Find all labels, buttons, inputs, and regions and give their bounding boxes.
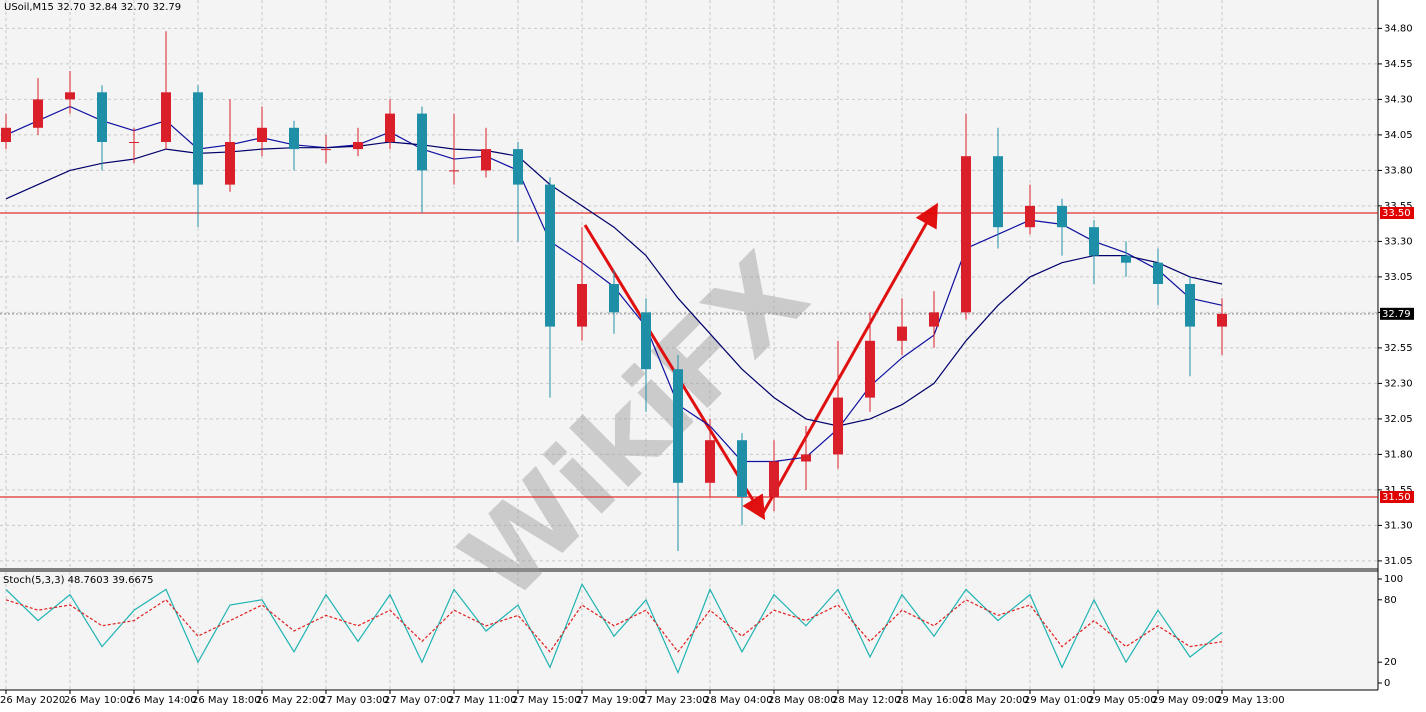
candle-body — [385, 113, 395, 142]
plot — [0, 0, 1378, 690]
y-tick-label: 100 — [1384, 574, 1403, 585]
last-price-label: 32.79 — [1382, 309, 1411, 320]
candle-body — [673, 369, 683, 483]
x-tick-label: 28 May 20:00 — [960, 695, 1029, 706]
stoch-line — [5, 599, 1223, 653]
candle-body — [1185, 284, 1195, 327]
candle-body — [449, 170, 459, 172]
candle-body — [1089, 227, 1099, 256]
candle-body — [705, 440, 715, 483]
x-tick-label: 26 May 22:00 — [256, 695, 325, 706]
level-tag — [1380, 207, 1414, 219]
candle-body — [833, 397, 843, 455]
x-tick-label: 27 May 07:00 — [384, 695, 453, 706]
x-tick-label: 29 May 09:00 — [1152, 695, 1221, 706]
candle-body — [33, 99, 43, 128]
candle-body — [417, 113, 427, 171]
candle-body — [577, 284, 587, 327]
candle-body — [289, 127, 299, 150]
moving-average — [5, 141, 1223, 427]
y-tick-label: 34.80 — [1384, 23, 1413, 34]
x-tick-label: 28 May 08:00 — [768, 695, 837, 706]
x-tick-label: 27 May 11:00 — [448, 695, 517, 706]
candle-body — [321, 149, 331, 151]
candle-body — [737, 440, 747, 497]
candle-body — [193, 92, 203, 185]
y-tick-label: 31.55 — [1384, 485, 1413, 496]
x-tick-label: 28 May 16:00 — [896, 695, 965, 706]
candle-body — [65, 92, 75, 100]
y-tick-label: 0 — [1384, 678, 1390, 689]
y-tick-label: 31.05 — [1384, 556, 1413, 567]
candle-body — [641, 312, 651, 370]
stoch-line — [5, 582, 1223, 675]
candle-body — [257, 127, 267, 142]
candle-body — [1057, 205, 1067, 228]
chart-title: USoil,M15 32.70 32.84 32.70 32.79 — [4, 2, 181, 13]
level-tag — [1380, 491, 1414, 503]
candle-body — [1, 127, 11, 142]
candle-body — [545, 184, 555, 327]
candle-body — [993, 156, 1003, 228]
x-tick-label: 26 May 10:00 — [64, 695, 133, 706]
x-tick-label: 27 May 23:00 — [640, 695, 709, 706]
x-tick-label: 29 May 05:00 — [1088, 695, 1157, 706]
candle-body — [929, 312, 939, 327]
arrow — [760, 202, 938, 516]
candle-body — [961, 156, 971, 313]
x-tick-label: 29 May 13:00 — [1216, 695, 1285, 706]
candle-body — [769, 461, 779, 497]
y-tick-label: 32.05 — [1384, 414, 1413, 425]
candle-body — [513, 149, 523, 185]
y-tick-label: 33.05 — [1384, 272, 1413, 283]
y-tick-label: 33.30 — [1384, 236, 1413, 247]
x-tick-label: 27 May 15:00 — [512, 695, 581, 706]
y-tick-label: 34.30 — [1384, 94, 1413, 105]
y-tick-label: 33.55 — [1384, 201, 1413, 212]
candle-body — [129, 142, 139, 143]
y-tick-label: 32.30 — [1384, 378, 1413, 389]
y-tick-label: 33.80 — [1384, 165, 1413, 176]
candle-body — [865, 340, 875, 398]
x-tick-label: 26 May 18:00 — [192, 695, 261, 706]
stoch-title: Stoch(5,3,3) 48.7603 39.6675 — [3, 575, 154, 586]
level-label: 33.50 — [1382, 208, 1411, 219]
candle-body — [161, 92, 171, 142]
x-tick-label: 26 May 14:00 — [128, 695, 197, 706]
x-tick-label: 27 May 03:00 — [320, 695, 389, 706]
candle-body — [801, 454, 811, 462]
candle-body — [1217, 313, 1227, 327]
candle-body — [481, 149, 491, 171]
candle-body — [1153, 262, 1163, 284]
candle-body — [1025, 205, 1035, 228]
candle-body — [897, 326, 907, 341]
price-panel — [0, 0, 1378, 568]
candle-body — [609, 284, 619, 313]
x-tick-label: 28 May 12:00 — [832, 695, 901, 706]
y-tick-label: 20 — [1384, 657, 1397, 668]
last-price-tag — [1380, 307, 1414, 320]
level-label: 31.50 — [1382, 492, 1411, 503]
stoch-panel — [0, 572, 1378, 690]
candle-body — [97, 92, 107, 142]
y-tick-label: 80 — [1384, 595, 1397, 606]
y-tick-label: 34.05 — [1384, 130, 1413, 141]
y-tick-label: 32.55 — [1384, 343, 1413, 354]
x-tick-label: 27 May 19:00 — [576, 695, 645, 706]
candle-body — [225, 142, 235, 185]
candle-body — [353, 142, 363, 150]
x-tick-label: 26 May 2020 — [0, 695, 65, 706]
x-tick-label: 28 May 04:00 — [704, 695, 773, 706]
y-tick-label: 34.55 — [1384, 59, 1413, 70]
y-tick-label: 31.30 — [1384, 520, 1413, 531]
candle-body — [1121, 255, 1131, 263]
x-tick-label: 29 May 01:00 — [1024, 695, 1093, 706]
y-tick-label: 31.80 — [1384, 449, 1413, 460]
